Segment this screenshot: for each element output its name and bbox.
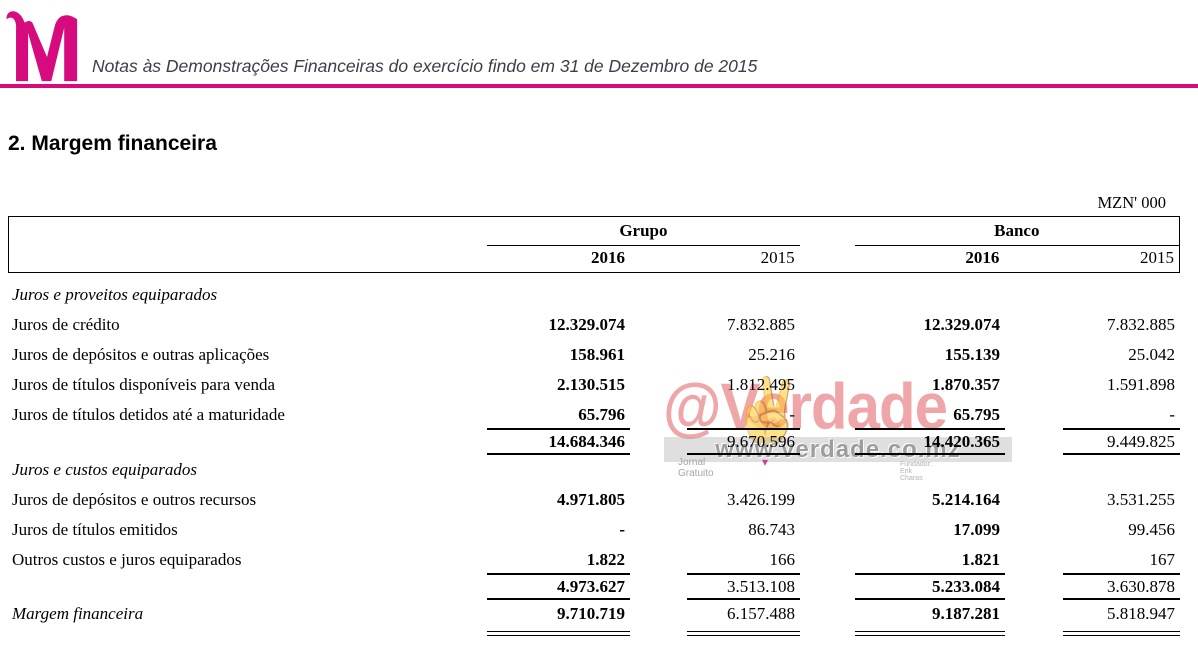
year-header-grupo-2016: 2016 — [590, 248, 625, 267]
cell-grupo-2015: 3.426.199 — [727, 490, 795, 509]
currency-unit-label: MZN' 000 — [1097, 193, 1166, 212]
cell-grupo-2016: 1.822 — [487, 545, 630, 575]
cell-banco-2016: 5.214.164 — [932, 490, 1000, 509]
total-row: Margem financeira 9.710.719 6.157.488 9.… — [8, 600, 1180, 636]
cell-banco-2016: 155.139 — [944, 345, 1000, 364]
cell-grupo-2016: 14.684.346 — [487, 430, 630, 455]
cell-banco-2015: 3.630.878 — [1063, 575, 1180, 600]
cell-banco-2016: 65.795 — [855, 400, 1005, 430]
row-label: Juros de crédito — [12, 315, 120, 334]
year-header-banco-2016: 2016 — [965, 248, 1000, 267]
row-label: Outros custos e juros equiparados — [12, 550, 242, 569]
subtotal-row: 14.684.346 9.670.596 14.420.365 9.449.82… — [8, 430, 1180, 455]
row-label: Juros de títulos emitidos — [12, 520, 178, 539]
header-accent-rule — [0, 84, 1198, 88]
cell-banco-2016: 5.233.084 — [855, 575, 1005, 600]
cell-banco-2016: 17.099 — [953, 520, 1000, 539]
table-row: Outros custos e juros equiparados 1.822 … — [8, 545, 1180, 575]
cell-banco-2016: 1.821 — [855, 545, 1005, 575]
document-header-title: Notas às Demonstrações Financeiras do ex… — [92, 56, 758, 76]
cell-banco-2015: - — [1063, 400, 1180, 430]
row-label: Juros de depósitos e outras aplicações — [12, 345, 270, 364]
row-label: Juros de depósitos e outros recursos — [12, 490, 257, 509]
group-header-grupo: Grupo — [487, 217, 800, 246]
cell-grupo-2015: 3.513.108 — [687, 575, 800, 600]
cell-banco-2015: 167 — [1063, 545, 1180, 575]
table-row: Juros de títulos disponíveis para venda … — [8, 370, 1180, 400]
cell-grupo-2016: - — [619, 520, 625, 539]
row-label: Juros de títulos disponíveis para venda — [12, 375, 275, 394]
cell-grupo-2015: 86.743 — [748, 520, 795, 539]
cell-grupo-2016: 12.329.074 — [548, 315, 626, 334]
cell-grupo-2015: 25.216 — [748, 345, 795, 364]
table-header-box: Grupo Banco 2016 2015 2016 2015 — [8, 216, 1180, 273]
cell-banco-2016: 9.187.281 — [855, 600, 1005, 636]
row-label: Margem financeira — [12, 604, 144, 623]
year-header-banco-2015: 2015 — [1140, 248, 1175, 267]
cell-grupo-2016: 158.961 — [569, 345, 625, 364]
cell-banco-2016: 14.420.365 — [855, 430, 1005, 455]
subtotal-row: 4.973.627 3.513.108 5.233.084 3.630.878 — [8, 575, 1180, 600]
table-row: Juros e custos equiparados — [8, 455, 1180, 485]
row-label: Juros e custos equiparados — [12, 460, 197, 479]
table-row: Juros de depósitos e outras aplicações 1… — [8, 340, 1180, 370]
cell-grupo-2015: 7.832.885 — [727, 315, 795, 334]
table-row: Juros de crédito 12.329.074 7.832.885 12… — [8, 310, 1180, 340]
table-row: Juros de títulos detidos até a maturidad… — [8, 400, 1180, 430]
group-header-banco: Banco — [854, 217, 1180, 246]
year-header-row: 2016 2015 2016 2015 — [9, 246, 1179, 272]
row-label: Juros de títulos detidos até a maturidad… — [12, 405, 285, 424]
cell-grupo-2015: 6.157.488 — [687, 600, 800, 636]
cell-grupo-2015: 9.670.596 — [687, 430, 800, 455]
cell-grupo-2016: 65.796 — [487, 400, 630, 430]
cell-banco-2015: 99.456 — [1128, 520, 1175, 539]
table-row: Juros e proveitos equiparados — [8, 280, 1180, 310]
cell-banco-2015: 9.449.825 — [1063, 430, 1180, 455]
cell-grupo-2015: 1.812.495 — [727, 375, 795, 394]
margem-financeira-table: Grupo Banco 2016 2015 2016 2015 Juros e … — [8, 216, 1180, 636]
cell-grupo-2016: 9.710.719 — [487, 600, 630, 636]
row-label — [8, 575, 487, 600]
row-label: Juros e proveitos equiparados — [12, 285, 218, 304]
cell-banco-2016: 12.329.074 — [923, 315, 1001, 334]
group-header-row: Grupo Banco — [9, 217, 1180, 246]
cell-banco-2016: 1.870.357 — [932, 375, 1000, 394]
cell-grupo-2016: 4.973.627 — [487, 575, 630, 600]
cell-grupo-2016: 2.130.515 — [557, 375, 625, 394]
cell-grupo-2015: - — [687, 400, 800, 430]
cell-banco-2015: 5.818.947 — [1063, 600, 1180, 636]
row-label — [8, 430, 487, 455]
cell-banco-2015: 7.832.885 — [1107, 315, 1175, 334]
cell-banco-2015: 1.591.898 — [1107, 375, 1175, 394]
bank-logo-m-icon — [6, 11, 78, 82]
year-header-grupo-2015: 2015 — [760, 248, 795, 267]
cell-grupo-2015: 166 — [687, 545, 800, 575]
section-heading: 2. Margem financeira — [8, 132, 217, 155]
cell-grupo-2016: 4.971.805 — [557, 490, 625, 509]
cell-banco-2015: 3.531.255 — [1107, 490, 1175, 509]
table-row: Juros de títulos emitidos - 86.743 17.09… — [8, 515, 1180, 545]
table-row: Juros de depósitos e outros recursos 4.9… — [8, 485, 1180, 515]
cell-banco-2015: 25.042 — [1128, 345, 1175, 364]
